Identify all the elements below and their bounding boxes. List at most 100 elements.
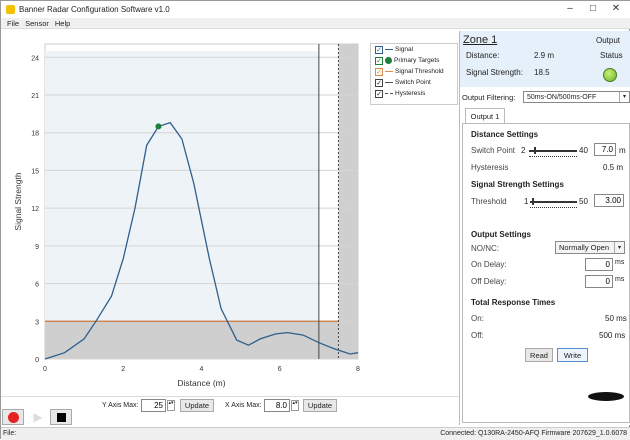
threshold-max: 50	[579, 197, 588, 206]
x-axis-label: Distance (m)	[177, 378, 225, 388]
legend-primary-targets[interactable]: ✓ Primary Targets	[375, 56, 440, 65]
settings-panel: Zone 1 Distance: 2.9 m Signal Strength: …	[459, 31, 630, 425]
checkbox-icon[interactable]: ✓	[375, 67, 383, 76]
menu-help[interactable]: Help	[54, 19, 71, 28]
output-filtering-label: Output Filtering:	[462, 93, 516, 102]
on-delay-unit: ms	[615, 259, 625, 266]
legend-signal-threshold[interactable]: ✓ Signal Threshold	[375, 67, 444, 76]
write-button[interactable]: Write	[557, 348, 588, 362]
x-axis-spinner[interactable]: ▴▾	[291, 400, 299, 411]
y-axis-max-label: Y Axis Max:	[102, 402, 139, 409]
on-delay-input[interactable]	[585, 258, 613, 271]
y-tick-label: 3	[35, 319, 39, 326]
record-button[interactable]	[2, 409, 24, 425]
minimize-button[interactable]: –	[567, 3, 573, 14]
y-tick-label: 21	[31, 93, 39, 100]
app-icon	[6, 5, 15, 14]
strength-settings-title: Signal Strength Settings	[471, 180, 564, 189]
signal-line	[44, 121, 359, 360]
detection-region	[45, 50, 319, 322]
nonc-select[interactable]: Normally Open ▾	[555, 241, 625, 254]
x-tick-label: 0	[43, 366, 47, 373]
chart-legend: ✓ Signal ✓ Primary Targets ✓ Signal Thresho…	[370, 43, 458, 105]
switch-point-slider[interactable]	[529, 147, 577, 154]
y-tick-label: 18	[31, 131, 39, 138]
x-axis-max-input[interactable]	[264, 399, 290, 412]
checkbox-icon[interactable]: ✓	[375, 89, 383, 98]
distance-settings-title: Distance Settings	[471, 130, 539, 139]
title-bar: Banner Radar Configuration Software v1.0…	[1, 1, 630, 19]
legend-signal[interactable]: ✓ Signal	[375, 45, 414, 54]
off-delay-input[interactable]	[585, 275, 613, 288]
x-axis-update-button[interactable]: Update	[303, 399, 337, 412]
close-button[interactable]: ✕	[611, 3, 621, 14]
status-bar: File: Connected: Q130RA-2450-AFQ Firmwar…	[1, 427, 630, 440]
legend-hysteresis[interactable]: ✓ Hysteresis	[375, 89, 426, 98]
threshold-slider[interactable]	[530, 198, 577, 205]
tab-output-1[interactable]: Output 1	[465, 108, 505, 124]
y-tick-label: 12	[31, 206, 39, 213]
switch-max: 40	[579, 146, 588, 155]
output-filtering-select[interactable]: 50ms-ON/500ms-OFF ▾	[523, 91, 630, 103]
primary-target-point	[155, 123, 162, 130]
x-tick-label: 2	[121, 366, 125, 373]
x-tick-label: 4	[200, 366, 204, 373]
beyond-hysteresis-region	[338, 44, 358, 359]
checkbox-icon[interactable]: ✓	[375, 45, 383, 54]
switch-unit: m	[619, 146, 626, 155]
output-settings-title: Output Settings	[471, 230, 531, 239]
switch-point-input[interactable]	[594, 143, 616, 156]
read-button[interactable]: Read	[525, 348, 553, 362]
y-axis-spinner[interactable]: ▴▾	[167, 400, 175, 411]
y-tick-label: 9	[35, 244, 39, 251]
stop-icon	[56, 413, 66, 422]
play-button[interactable]: ▶	[28, 409, 48, 425]
response-off-value: 500 ms	[599, 331, 626, 340]
nonc-value: Normally Open	[559, 243, 610, 252]
menu-file[interactable]: File	[7, 19, 20, 28]
y-tick-label: 24	[31, 55, 39, 62]
status-connection: Connected: Q130RA-2450-AFQ Firmware 2076…	[440, 430, 627, 437]
chart-controls: Y Axis Max: ▴▾ Update X Axis Max: ▴▾ Upd…	[1, 396, 459, 426]
zone-title: Zone 1	[463, 34, 498, 46]
checkbox-icon[interactable]: ✓	[375, 78, 383, 87]
legend-switch-point[interactable]: ✓ Switch Point	[375, 78, 431, 87]
strength-label: Signal Strength:	[466, 68, 523, 77]
status-label: Status	[600, 51, 623, 60]
checkbox-icon[interactable]: ✓	[375, 56, 383, 65]
x-axis-max-label: X Axis Max:	[225, 402, 262, 409]
x-tick-label: 8	[356, 366, 360, 373]
stop-button[interactable]	[50, 409, 72, 425]
response-on-value: 50 ms	[605, 314, 627, 323]
menu-sensor[interactable]: Sensor	[25, 19, 49, 28]
window-title: Banner Radar Configuration Software v1.0	[19, 5, 170, 14]
chevron-down-icon: ▾	[614, 242, 624, 253]
threshold-input[interactable]	[594, 194, 624, 207]
response-times-title: Total Response Times	[471, 298, 556, 307]
response-on-label: On:	[471, 314, 484, 323]
response-off-label: Off:	[471, 331, 484, 340]
y-axis-label: Signal Strength	[13, 172, 23, 230]
menu-bar: File Sensor Help	[1, 18, 630, 29]
tab-label: Output 1	[470, 112, 500, 121]
y-axis-max-input[interactable]	[141, 399, 166, 412]
banner-logo	[588, 392, 624, 401]
switch-point-label: Switch Point	[471, 146, 516, 155]
y-tick-label: 15	[31, 168, 39, 175]
output-label: Output	[596, 36, 621, 45]
zone-status: Zone 1 Distance: 2.9 m Signal Strength: …	[460, 31, 630, 87]
status-file: File:	[3, 430, 17, 437]
play-icon: ▶	[33, 410, 43, 424]
record-icon	[7, 412, 19, 423]
output-status-led	[603, 68, 617, 82]
distance-label: Distance:	[466, 51, 500, 60]
switch-min: 2	[521, 146, 526, 155]
y-tick-label: 0	[35, 357, 39, 364]
maximize-button[interactable]: □	[589, 3, 597, 14]
chevron-down-icon: ▾	[619, 92, 629, 102]
threshold-label: Threshold	[471, 197, 507, 206]
hysteresis-value: 0.5 m	[603, 163, 624, 172]
y-axis-update-button[interactable]: Update	[180, 399, 214, 412]
off-delay-unit: ms	[615, 276, 625, 283]
